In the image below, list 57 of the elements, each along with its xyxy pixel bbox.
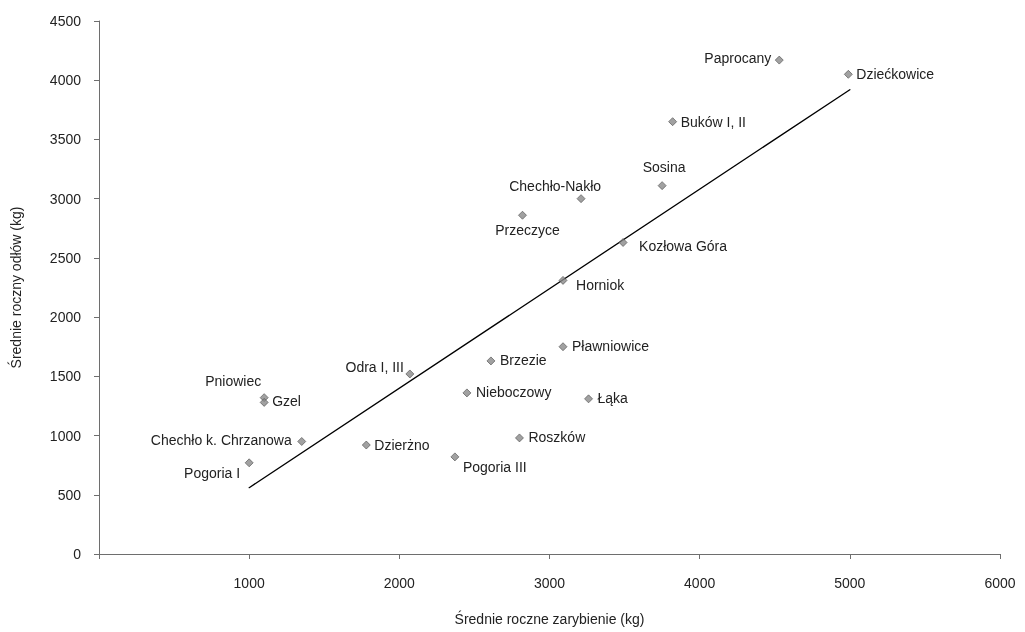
annotation: Nieboczowy (475, 383, 552, 400)
point (774, 55, 784, 65)
point (843, 69, 853, 79)
y-tick-label: 2500 (49, 249, 82, 266)
point (361, 440, 371, 450)
point (297, 437, 307, 446)
point (558, 275, 568, 285)
annotation: Horniok (576, 277, 626, 294)
y-tick-label: 3500 (49, 131, 82, 148)
y-tick-label: 1500 (49, 368, 82, 385)
point (668, 117, 678, 127)
point (450, 452, 460, 462)
annotation: Chechło-Nakło (509, 177, 602, 194)
point (405, 369, 415, 379)
x-tick-label: 6000 (984, 575, 1016, 591)
y-tick-label: 500 (57, 486, 82, 503)
x-axis-title: Średnie roczne zarybienie (kg) (454, 610, 645, 627)
point (618, 238, 628, 247)
annotation: Przeczyce (495, 222, 560, 239)
annotation: Gzel (272, 393, 301, 410)
x-tick-label: 5000 (834, 575, 866, 591)
annotation: Paprocany (704, 50, 772, 67)
annotation: Łąka (597, 389, 629, 406)
annotation: Odra I, III (345, 358, 404, 375)
annotation: Pogoria III (462, 458, 527, 475)
x-tick-label: 2000 (383, 575, 416, 591)
point (657, 181, 667, 191)
point (584, 394, 593, 404)
y-axis-title: Średnie roczny odłów (kg) (7, 206, 24, 369)
annotation: Buków I, II (680, 113, 746, 130)
y-tick-label: 1000 (49, 427, 82, 444)
annotation: Dzierżno (374, 437, 430, 454)
point (576, 194, 586, 204)
point (558, 342, 568, 352)
annotation: Kozłowa Góra (639, 238, 728, 255)
y-tick-label: 2000 (49, 309, 82, 326)
x-tick-label: 1000 (233, 575, 265, 591)
point (244, 458, 254, 468)
y-tick-label: 0 (73, 546, 82, 562)
point (518, 210, 527, 220)
annotation: Sosina (642, 158, 686, 175)
point (486, 356, 496, 366)
point (462, 388, 472, 398)
annotation: Chechło k. Chrzanowa (150, 432, 292, 449)
x-tick-label: 3000 (533, 575, 566, 591)
annotation: Pogoria I (184, 464, 241, 481)
annotation: Roszków (528, 428, 587, 445)
y-tick-label: 4000 (49, 72, 82, 89)
annotation: Dziećkowice (856, 66, 935, 83)
y-tick-label: 4500 (49, 13, 82, 29)
x-tick-label: 4000 (684, 575, 716, 591)
annotation: Pniowiec (205, 372, 262, 389)
y-tick-label: 3000 (49, 190, 82, 207)
point (515, 433, 524, 443)
point (259, 397, 269, 407)
annotation: Brzezie (499, 351, 547, 368)
annotation: Pławniowice (572, 337, 650, 354)
